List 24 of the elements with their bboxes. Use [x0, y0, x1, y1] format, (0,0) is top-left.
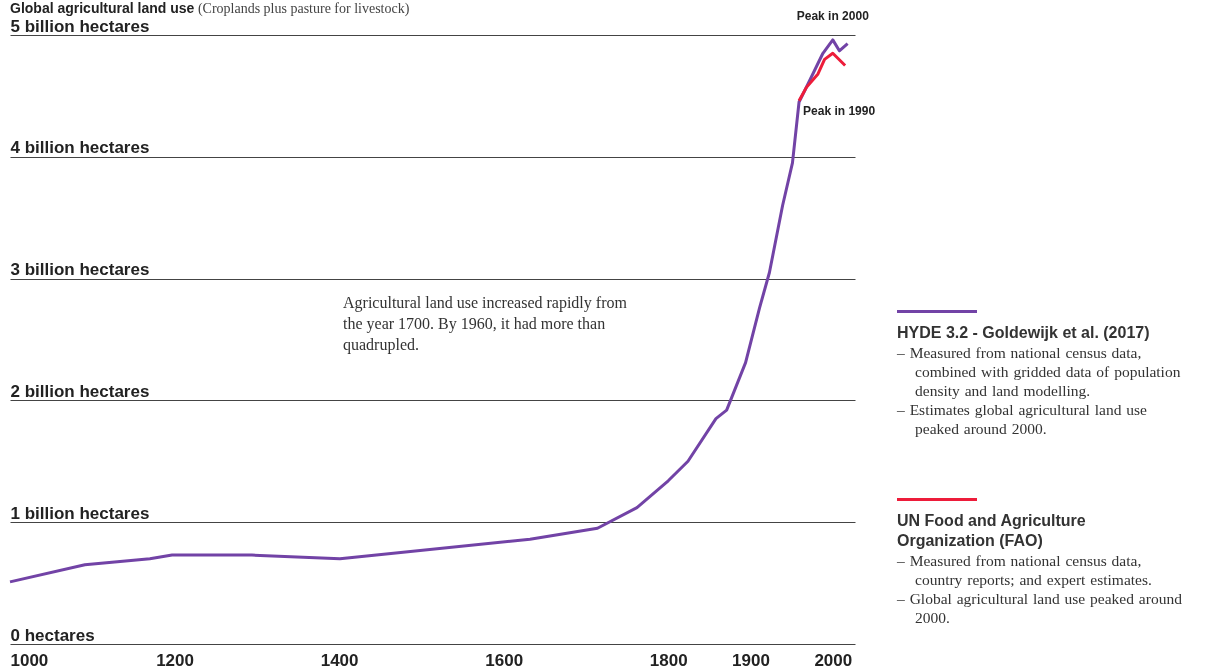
text: – Measured from national census data, combined with gridded data of population density and land modelling.	[897, 343, 1182, 400]
annotation: Peak in 2000	[796, 8, 870, 23]
y-tick-label: 4 billion hectares	[10, 138, 150, 158]
x-tick-label: 1200	[156, 650, 194, 670]
x-tick-label: 1000	[10, 650, 49, 670]
chart-subtitle: (Croplands plus pasture for livestock)	[196, 1, 410, 16]
legend-label: UN Food and Agriculture Organization (FAO)	[897, 511, 1087, 551]
y-tick-label: 1 billion hectares	[10, 503, 150, 523]
annotation: Agricultural land use increased rapidly from the year 1700. By 1960, it had more than quadrupled.	[343, 293, 628, 355]
y-tick-label: 5 billion hectares	[10, 16, 150, 36]
y-tick-label: 0 hectares	[10, 625, 95, 645]
annotation: Peak in 1990	[803, 103, 876, 118]
y-tick-label: 3 billion hectares	[10, 260, 150, 280]
y-tick-label: 2 billion hectares	[10, 381, 150, 401]
x-tick-label: 1900	[732, 650, 770, 670]
text: – Estimates global agricultural land use peaked around 2000.	[897, 400, 1148, 438]
x-tick-label: 2000	[814, 650, 853, 670]
legend-label: HYDE 3.2 - Goldewijk et al. (2017)	[897, 323, 1151, 343]
text: – Measured from national census data, country reports; and expert estimates.	[897, 551, 1153, 589]
text: – Global agricultural land use peaked around 2000.	[897, 589, 1183, 627]
chart-title: Global agricultural land use	[10, 0, 195, 16]
x-tick-label: 1600	[485, 650, 524, 670]
x-tick-label: 1800	[649, 650, 688, 670]
x-tick-label: 1400	[320, 650, 359, 670]
